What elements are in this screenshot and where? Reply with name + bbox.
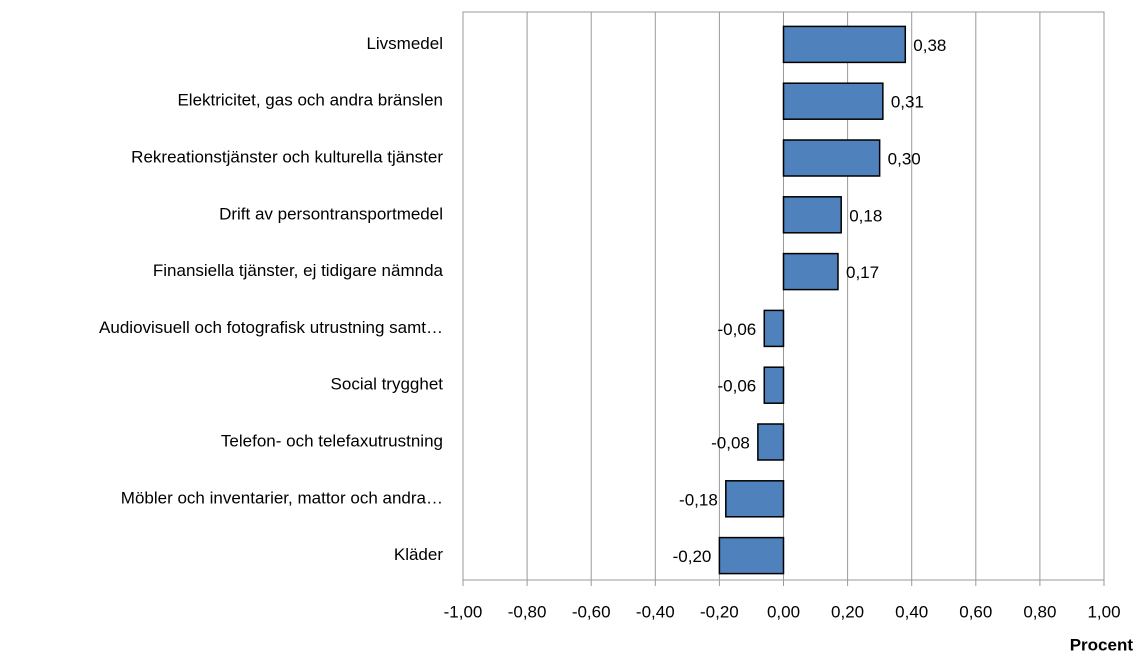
bar xyxy=(763,366,785,404)
y-tick-label: Kläder xyxy=(394,545,443,564)
value-label: 0,38 xyxy=(913,36,946,55)
x-tick-label: 0,40 xyxy=(895,602,928,621)
value-label: -0,06 xyxy=(718,320,757,339)
value-label: -0,20 xyxy=(673,547,712,566)
value-label: -0,06 xyxy=(718,377,757,396)
x-tick-label: 0,20 xyxy=(831,602,864,621)
value-label: 0,31 xyxy=(891,93,924,112)
x-tick-label: -0,80 xyxy=(508,602,547,621)
bar xyxy=(725,480,785,518)
bar xyxy=(782,139,881,177)
x-tick-label: 0,60 xyxy=(959,602,992,621)
y-tick-label: Audiovisuell och fotografisk utrustning … xyxy=(99,318,443,337)
plot-border xyxy=(462,11,1105,581)
x-tick-label: -0,20 xyxy=(700,602,739,621)
bar xyxy=(782,252,839,291)
y-tick-label: Rekreationstjänster och kulturella tjäns… xyxy=(131,147,443,166)
x-tick-label: 0,80 xyxy=(1023,602,1056,621)
bar xyxy=(782,25,907,64)
value-label: 0,30 xyxy=(888,149,921,168)
bar xyxy=(782,196,842,234)
y-tick-label: Möbler och inventarier, mattor och andra… xyxy=(121,488,443,507)
bar xyxy=(763,309,785,348)
x-tick-label: 1,00 xyxy=(1087,602,1120,621)
y-tick-label: Telefon- och telefaxutrustning xyxy=(221,431,443,450)
value-label: 0,17 xyxy=(846,263,879,282)
x-tick-label: -1,00 xyxy=(444,602,483,621)
y-tick-label: Elektricitet, gas och andra bränslen xyxy=(177,91,443,110)
value-label: 0,18 xyxy=(849,206,882,225)
y-tick-label: Livsmedel xyxy=(366,34,443,53)
x-tick-label: -0,40 xyxy=(636,602,675,621)
value-label: -0,08 xyxy=(711,433,750,452)
bar xyxy=(782,82,884,120)
bar xyxy=(718,536,785,575)
x-tick-label: -0,60 xyxy=(572,602,611,621)
x-axis-title: Procent xyxy=(1070,635,1134,654)
y-tick-label: Drift av persontransportmedel xyxy=(219,204,443,223)
y-tick-label: Social trygghet xyxy=(331,375,444,394)
x-tick-label: 0,00 xyxy=(767,602,800,621)
bar xyxy=(757,423,785,461)
value-label: -0,18 xyxy=(679,490,718,509)
y-tick-label: Finansiella tjänster, ej tidigare nämnda xyxy=(153,261,444,280)
